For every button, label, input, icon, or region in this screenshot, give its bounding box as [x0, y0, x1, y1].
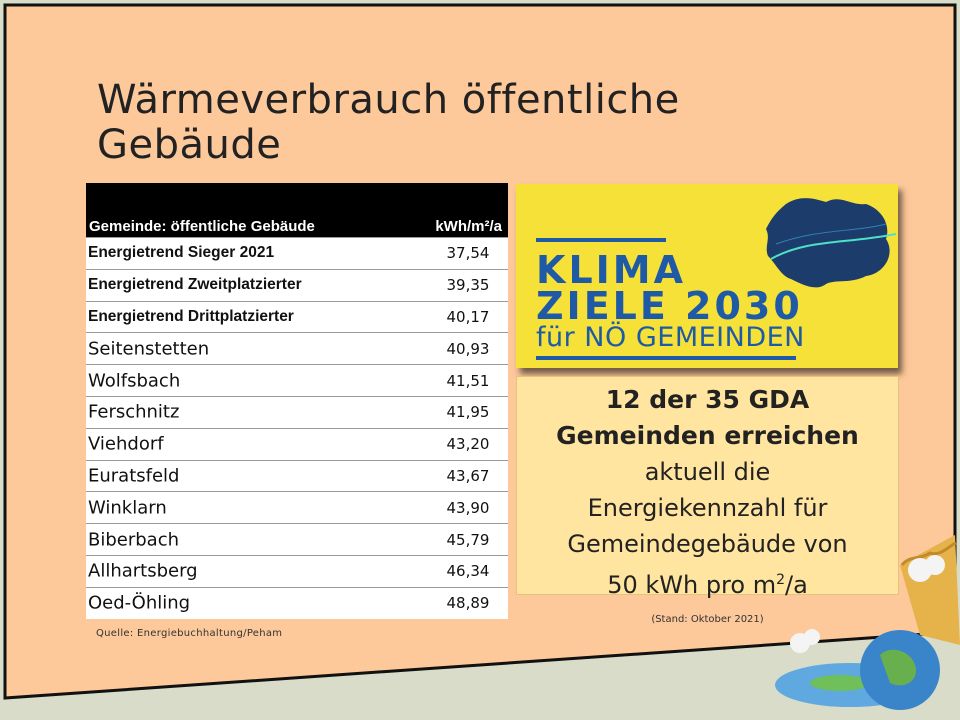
row-name: Ferschnitz	[88, 401, 180, 423]
row-name: Energietrend Zweitplatzierter	[88, 276, 302, 294]
table-row: Biberbach 45,79	[86, 523, 508, 555]
energy-table: Gemeinde: öffentliche Gebäude kWh/m²/a E…	[86, 183, 508, 619]
table-row: Viehdorf 43,20	[86, 427, 508, 460]
row-name: Seitenstetten	[88, 338, 210, 360]
note-line-4: Energiekennzahl für	[587, 494, 828, 522]
stand-date: (Stand: Oktober 2021)	[651, 614, 764, 625]
row-name: Allhartsberg	[88, 560, 198, 582]
row-value: 48,89	[446, 594, 490, 613]
row-name: Energietrend Drittplatzierter	[88, 307, 294, 325]
table-row: Wolfsbach 41,51	[86, 364, 508, 396]
row-value: 46,34	[446, 562, 490, 581]
table-row: Energietrend Sieger 2021 37,54	[86, 237, 508, 269]
row-value: 41,51	[446, 371, 490, 390]
table-row: Energietrend Drittplatzierter 40,17	[86, 300, 508, 333]
header-value: kWh/m²/a	[435, 218, 502, 235]
note-text: 12 der 35 GDA Gemeinden erreichen aktuel…	[516, 382, 899, 603]
row-value: 43,20	[446, 435, 490, 454]
row-name: Viehdorf	[88, 433, 164, 455]
note-line-3: aktuell die	[644, 458, 771, 486]
table-row: Seitenstetten 40,93	[86, 332, 508, 365]
page-title: Wärmeverbrauch öffentliche Gebäude	[97, 78, 797, 168]
map-graphic	[766, 198, 897, 288]
note-bold-1: 12 der 35 GDA	[605, 385, 810, 414]
table-row: Oed-Öhling 48,89	[86, 586, 508, 619]
row-value: 41,95	[446, 403, 490, 422]
note-bold-2: Gemeinden erreichen	[556, 421, 859, 450]
row-value: 43,67	[446, 466, 490, 485]
note-line-6: 50 kWh pro m2/a	[607, 571, 808, 599]
header-name: Gemeinde: öffentliche Gebäude	[89, 218, 315, 235]
note-line-5: Gemeindegebäude von	[567, 530, 848, 558]
table-header: Gemeinde: öffentliche Gebäude kWh/m²/a	[86, 183, 508, 237]
table-row: Euratsfeld 43,67	[86, 459, 508, 492]
promo-line-2: ZIELE 2030	[536, 284, 803, 328]
row-name: Biberbach	[88, 529, 180, 551]
melting-earth-icon	[775, 535, 960, 710]
title-line-1: Wärmeverbrauch öffentliche	[97, 77, 680, 123]
row-name: Euratsfeld	[88, 465, 180, 487]
row-value: 43,90	[446, 498, 490, 517]
table-row: Winklarn 43,90	[86, 491, 508, 524]
row-name: Winklarn	[88, 497, 167, 519]
title-line-2: Gebäude	[97, 122, 282, 168]
note-box	[516, 376, 899, 595]
row-value: 45,79	[446, 530, 490, 549]
row-value: 39,35	[446, 276, 490, 295]
row-value: 40,93	[446, 339, 490, 358]
promo-line-3: für NÖ GEMEINDEN	[536, 322, 805, 353]
row-name: Oed-Öhling	[88, 592, 191, 614]
source-note: Quelle: Energiebuchhaltung/Peham	[96, 628, 283, 639]
table-row: Ferschnitz 41,95	[86, 395, 508, 428]
klima-ziele-card: KLIMA ZIELE 2030 für NÖ GEMEINDEN	[516, 184, 898, 368]
row-name: Energietrend Sieger 2021	[88, 244, 275, 262]
row-name: Wolfsbach	[88, 370, 181, 392]
promo-line-1: KLIMA	[536, 248, 687, 292]
row-value: 37,54	[446, 244, 490, 263]
table-row: Allhartsberg 46,34	[86, 554, 508, 587]
row-value: 40,17	[446, 307, 490, 326]
table-row: Energietrend Zweitplatzierter 39,35	[86, 268, 508, 301]
